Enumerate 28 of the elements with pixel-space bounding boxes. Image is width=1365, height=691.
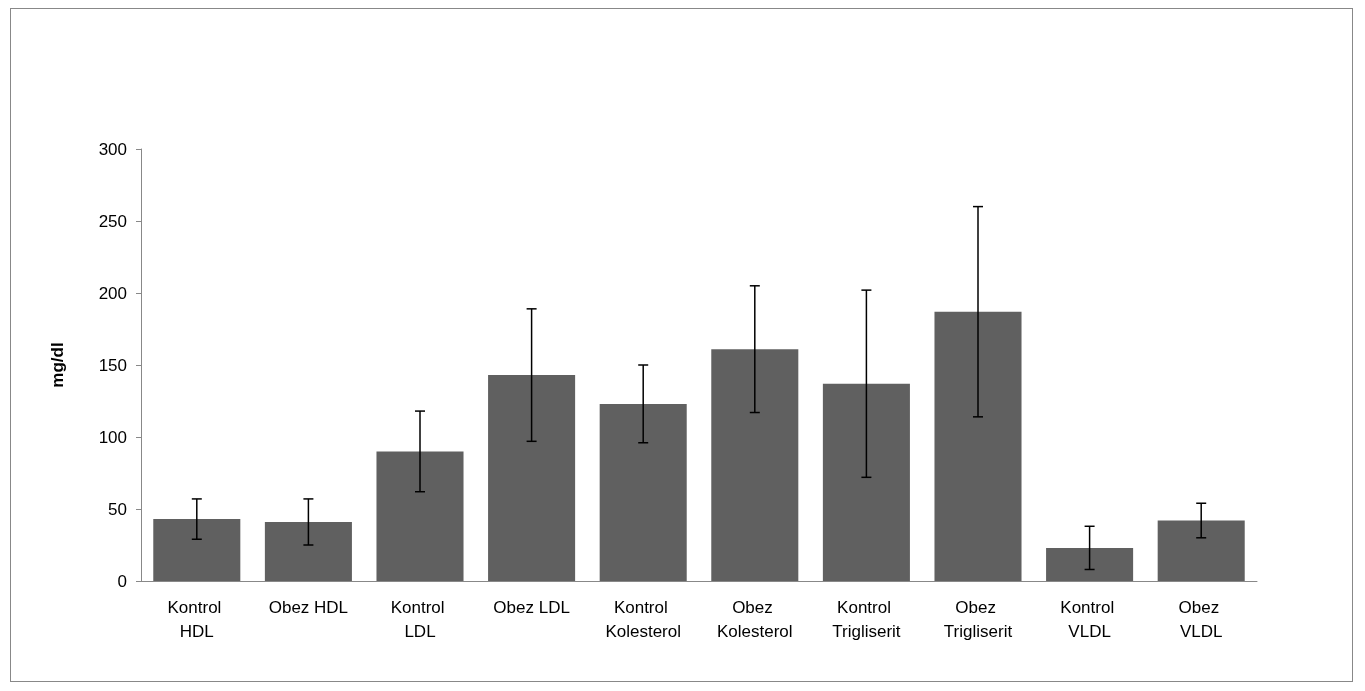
y-axis-title: mg/dl [48,342,67,388]
x-tick-label: Obez VLDL [1178,597,1224,641]
y-tick-label: 200 [98,283,127,303]
bar [599,403,687,581]
y-tick-label: 150 [98,355,127,375]
bar [488,375,576,581]
x-tick-label: Obez HDL [268,597,349,617]
bar [822,383,910,581]
bar [264,521,352,581]
x-tick-label: Kontrol LDL [390,597,450,641]
bar [1157,520,1245,581]
y-tick-label: 300 [98,139,127,159]
x-tick-label: Kontrol Kolesterol [605,597,681,641]
x-tick-label: Obez Kolesterol [717,597,793,641]
y-tick-label: 50 [108,499,127,519]
y-tick-label: 100 [98,427,127,447]
bar [153,519,241,581]
y-tick-label: 0 [117,571,127,591]
bar [376,451,464,581]
bar [1046,547,1134,581]
bar [711,349,799,581]
x-tick-label: Kontrol VLDL [1060,597,1119,641]
x-tick-label: Obez Trigliserit [943,597,1013,641]
x-tick-label: Obez LDL [493,597,570,617]
bar [934,311,1022,581]
x-tick-label: Kontrol Trigliserit [832,597,901,641]
y-tick-label: 250 [98,211,127,231]
x-tick-label: Kontrol HDL [167,597,227,641]
